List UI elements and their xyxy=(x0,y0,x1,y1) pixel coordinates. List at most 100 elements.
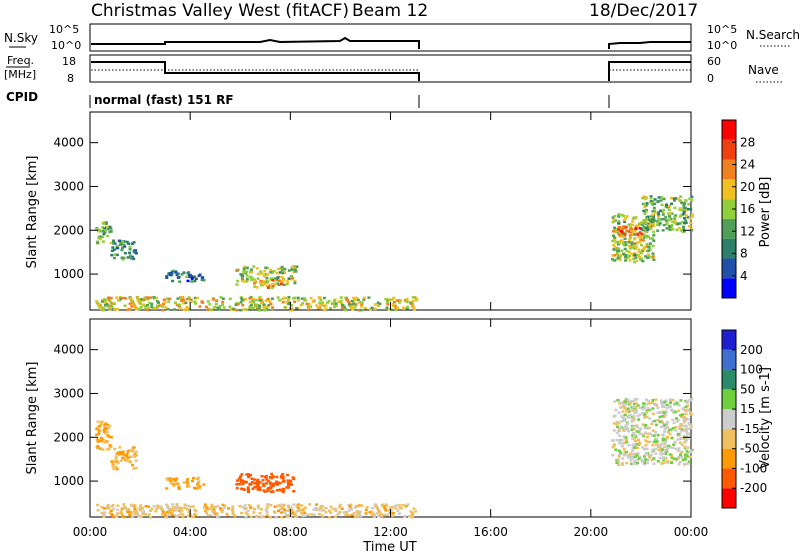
echo-cell xyxy=(285,282,289,286)
x-axis-labels: 00:00 04:00 08:00 12:00 16:00 20:00 00:00 xyxy=(73,525,709,539)
echo-cell xyxy=(259,516,263,519)
echo-cell xyxy=(658,415,662,419)
echo-cell xyxy=(354,515,358,519)
echo-cell xyxy=(118,446,122,449)
echo-cell xyxy=(620,462,624,465)
echo-cell xyxy=(619,254,623,257)
echo-cell xyxy=(231,510,235,514)
echo-cell xyxy=(661,229,665,232)
echo-cell xyxy=(628,238,632,242)
echo-cell xyxy=(253,486,257,489)
colorbar-tick-label: -100 xyxy=(740,461,767,475)
echo-cell xyxy=(641,408,645,411)
echo-cell xyxy=(103,430,107,433)
echo-cell xyxy=(152,504,156,508)
echo-cell xyxy=(244,511,248,514)
echo-cell xyxy=(625,410,629,413)
echo-cell xyxy=(682,228,685,231)
echo-cell xyxy=(167,513,171,517)
echo-cell xyxy=(242,267,246,270)
echo-cell xyxy=(254,304,258,308)
echo-cell xyxy=(644,424,648,427)
echo-cell xyxy=(651,420,655,423)
echo-cell xyxy=(621,416,625,419)
echo-cell xyxy=(685,437,689,440)
echo-cell xyxy=(612,439,616,442)
echo-cell xyxy=(641,446,645,449)
echo-cell xyxy=(656,418,660,422)
echo-cell xyxy=(645,447,649,451)
echo-cell xyxy=(122,515,126,519)
echo-cell xyxy=(111,246,115,249)
echo-cell xyxy=(642,195,646,198)
echo-cell xyxy=(656,229,660,232)
echo-cell xyxy=(657,218,661,221)
echo-cell xyxy=(676,433,680,436)
echo-cell xyxy=(649,432,653,435)
echo-cell xyxy=(241,279,245,283)
echo-cell xyxy=(255,515,259,518)
echo-cell xyxy=(198,305,202,308)
y-tick-label: 4000 xyxy=(53,343,84,357)
echo-cell xyxy=(662,405,666,408)
echo-cell xyxy=(175,504,179,508)
echo-cell xyxy=(653,419,657,423)
echo-cell xyxy=(175,515,179,518)
echo-cell xyxy=(645,411,649,414)
velocity-echoes xyxy=(95,397,694,519)
echo-cell xyxy=(134,512,138,516)
echo-cell xyxy=(288,482,292,485)
echo-cell xyxy=(651,255,655,258)
velocity-colorbar-label: Velocity [m s-1] xyxy=(758,367,773,469)
echo-cell xyxy=(311,300,315,304)
echo-cell xyxy=(260,508,263,511)
echo-cell xyxy=(670,456,674,459)
echo-cell xyxy=(174,271,178,274)
echo-cell xyxy=(108,511,112,515)
echo-cell xyxy=(165,275,169,278)
echo-cell xyxy=(686,418,690,421)
echo-cell xyxy=(349,506,353,510)
echo-cell xyxy=(270,297,274,300)
echo-cell xyxy=(630,406,634,409)
echo-cell xyxy=(632,244,636,247)
colorbar-tick-label: 100 xyxy=(740,363,763,377)
colorbar-tick-label: -200 xyxy=(740,481,767,495)
echo-cell xyxy=(108,225,112,229)
echo-cell xyxy=(118,452,122,455)
echo-cell xyxy=(627,416,631,419)
echo-cell xyxy=(187,296,191,299)
echo-cell xyxy=(373,303,377,306)
echo-cell xyxy=(682,203,686,207)
echo-cell xyxy=(644,197,648,201)
echo-cell xyxy=(643,461,647,465)
echo-cell xyxy=(245,266,249,270)
echo-cell xyxy=(170,271,174,274)
echo-cell xyxy=(678,427,682,430)
colorbar-tick-label: 24 xyxy=(740,158,755,172)
echo-cell xyxy=(193,275,196,278)
echo-cell xyxy=(643,413,647,417)
echo-cell xyxy=(187,510,191,514)
echo-cell xyxy=(613,236,617,240)
echo-cell xyxy=(384,297,388,301)
echo-cell xyxy=(248,300,252,304)
echo-cell xyxy=(279,503,283,507)
echo-cell xyxy=(207,514,210,517)
echo-cell xyxy=(258,299,262,302)
echo-cell xyxy=(644,218,647,222)
echo-cell xyxy=(627,241,631,244)
echo-cell xyxy=(680,443,684,447)
echo-cell xyxy=(668,228,672,231)
echo-cell xyxy=(359,305,363,308)
echo-cell xyxy=(258,481,262,484)
nsky-frame xyxy=(89,23,692,52)
echo-cell xyxy=(686,408,690,412)
echo-cell xyxy=(179,512,183,515)
echo-cell xyxy=(172,506,175,509)
echo-cell xyxy=(255,307,259,310)
echo-cell xyxy=(639,427,643,430)
echo-cell xyxy=(660,443,664,446)
echo-cell xyxy=(231,512,235,516)
echo-cell xyxy=(372,515,376,518)
